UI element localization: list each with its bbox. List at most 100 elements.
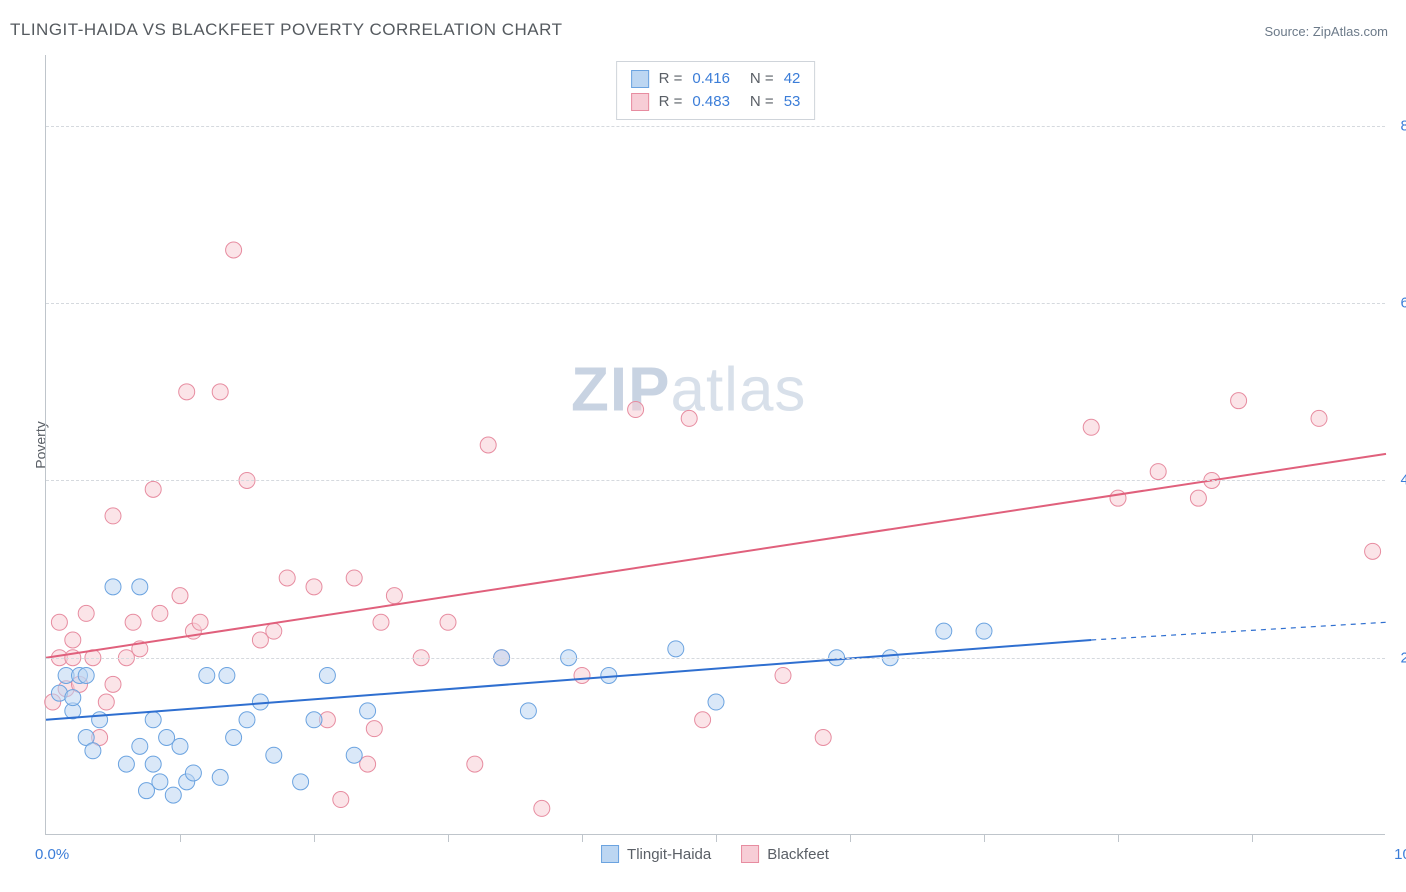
gridline: [46, 126, 1385, 127]
x-axis-tick: [180, 834, 181, 842]
n-label: N =: [750, 91, 774, 114]
legend-swatch: [631, 93, 649, 111]
data-point: [668, 641, 684, 657]
data-point: [78, 605, 94, 621]
y-axis-tick-label: 20.0%: [1400, 649, 1406, 666]
data-point: [118, 756, 134, 772]
legend-stats-row: R =0.416N =42: [631, 68, 801, 91]
data-point: [306, 579, 322, 595]
data-point: [1311, 410, 1327, 426]
y-axis-tick-label: 40.0%: [1400, 472, 1406, 489]
r-label: R =: [659, 91, 683, 114]
data-point: [145, 481, 161, 497]
data-point: [78, 667, 94, 683]
x-axis-max: 100.0%: [1394, 846, 1406, 863]
x-axis-tick: [448, 834, 449, 842]
data-point: [279, 570, 295, 586]
data-point: [51, 614, 67, 630]
data-point: [152, 605, 168, 621]
data-point: [239, 712, 255, 728]
x-axis-tick: [1252, 834, 1253, 842]
r-value: 0.483: [692, 91, 730, 114]
x-axis-tick: [984, 834, 985, 842]
data-point: [105, 579, 121, 595]
legend-item: Tlingit-Haida: [601, 845, 711, 863]
data-point: [306, 712, 322, 728]
data-point: [293, 774, 309, 790]
data-point: [199, 667, 215, 683]
data-point: [92, 712, 108, 728]
data-point: [125, 614, 141, 630]
gridline: [46, 480, 1385, 481]
data-point: [152, 774, 168, 790]
data-point: [695, 712, 711, 728]
data-point: [85, 743, 101, 759]
data-point: [145, 712, 161, 728]
data-point: [145, 756, 161, 772]
data-point: [185, 765, 201, 781]
data-point: [976, 623, 992, 639]
legend-swatch: [601, 845, 619, 863]
data-point: [1365, 543, 1381, 559]
data-point: [708, 694, 724, 710]
gridline: [46, 658, 1385, 659]
x-axis-tick: [582, 834, 583, 842]
legend-label: Blackfeet: [767, 846, 829, 863]
data-point: [105, 508, 121, 524]
gridline: [46, 303, 1385, 304]
source-attribution: Source: ZipAtlas.com: [1264, 24, 1388, 39]
data-point: [132, 738, 148, 754]
data-point: [681, 410, 697, 426]
plot-region: ZIPatlas R =0.416N =42R =0.483N =53 20.0…: [45, 55, 1385, 835]
data-point: [346, 570, 362, 586]
data-point: [386, 588, 402, 604]
x-axis-tick: [1118, 834, 1119, 842]
chart-title: TLINGIT-HAIDA VS BLACKFEET POVERTY CORRE…: [10, 20, 563, 40]
n-value: 53: [784, 91, 801, 114]
data-point: [192, 614, 208, 630]
legend-series: Tlingit-Haida Blackfeet: [601, 845, 829, 863]
data-point: [165, 787, 181, 803]
chart-area: Poverty ZIPatlas R =0.416N =42R =0.483N …: [45, 55, 1385, 835]
data-point: [98, 694, 114, 710]
data-point: [226, 730, 242, 746]
r-label: R =: [659, 68, 683, 91]
data-point: [346, 747, 362, 763]
data-point: [105, 676, 121, 692]
legend-item: Blackfeet: [741, 845, 829, 863]
data-point: [65, 690, 81, 706]
x-axis-tick: [850, 834, 851, 842]
data-point: [219, 667, 235, 683]
y-axis-tick-label: 80.0%: [1400, 117, 1406, 134]
data-point: [775, 667, 791, 683]
data-point: [520, 703, 536, 719]
data-point: [226, 242, 242, 258]
data-point: [480, 437, 496, 453]
data-point: [815, 730, 831, 746]
plot-svg: [46, 55, 1385, 834]
x-axis-tick: [314, 834, 315, 842]
legend-label: Tlingit-Haida: [627, 846, 711, 863]
data-point: [179, 384, 195, 400]
y-axis-tick-label: 60.0%: [1400, 295, 1406, 312]
data-point: [1110, 490, 1126, 506]
data-point: [360, 703, 376, 719]
legend-swatch: [741, 845, 759, 863]
data-point: [266, 747, 282, 763]
data-point: [373, 614, 389, 630]
data-point: [1083, 419, 1099, 435]
legend-swatch: [631, 70, 649, 88]
x-axis-tick: [716, 834, 717, 842]
legend-stats-row: R = 0.483 N = 53: [631, 91, 801, 114]
data-point: [319, 667, 335, 683]
data-point: [1150, 464, 1166, 480]
data-point: [172, 588, 188, 604]
data-point: [212, 769, 228, 785]
data-point: [172, 738, 188, 754]
data-point: [65, 632, 81, 648]
n-value: 42: [784, 68, 801, 91]
data-point: [366, 721, 382, 737]
data-point: [212, 384, 228, 400]
x-axis-min: 0.0%: [35, 846, 69, 863]
data-point: [333, 792, 349, 808]
